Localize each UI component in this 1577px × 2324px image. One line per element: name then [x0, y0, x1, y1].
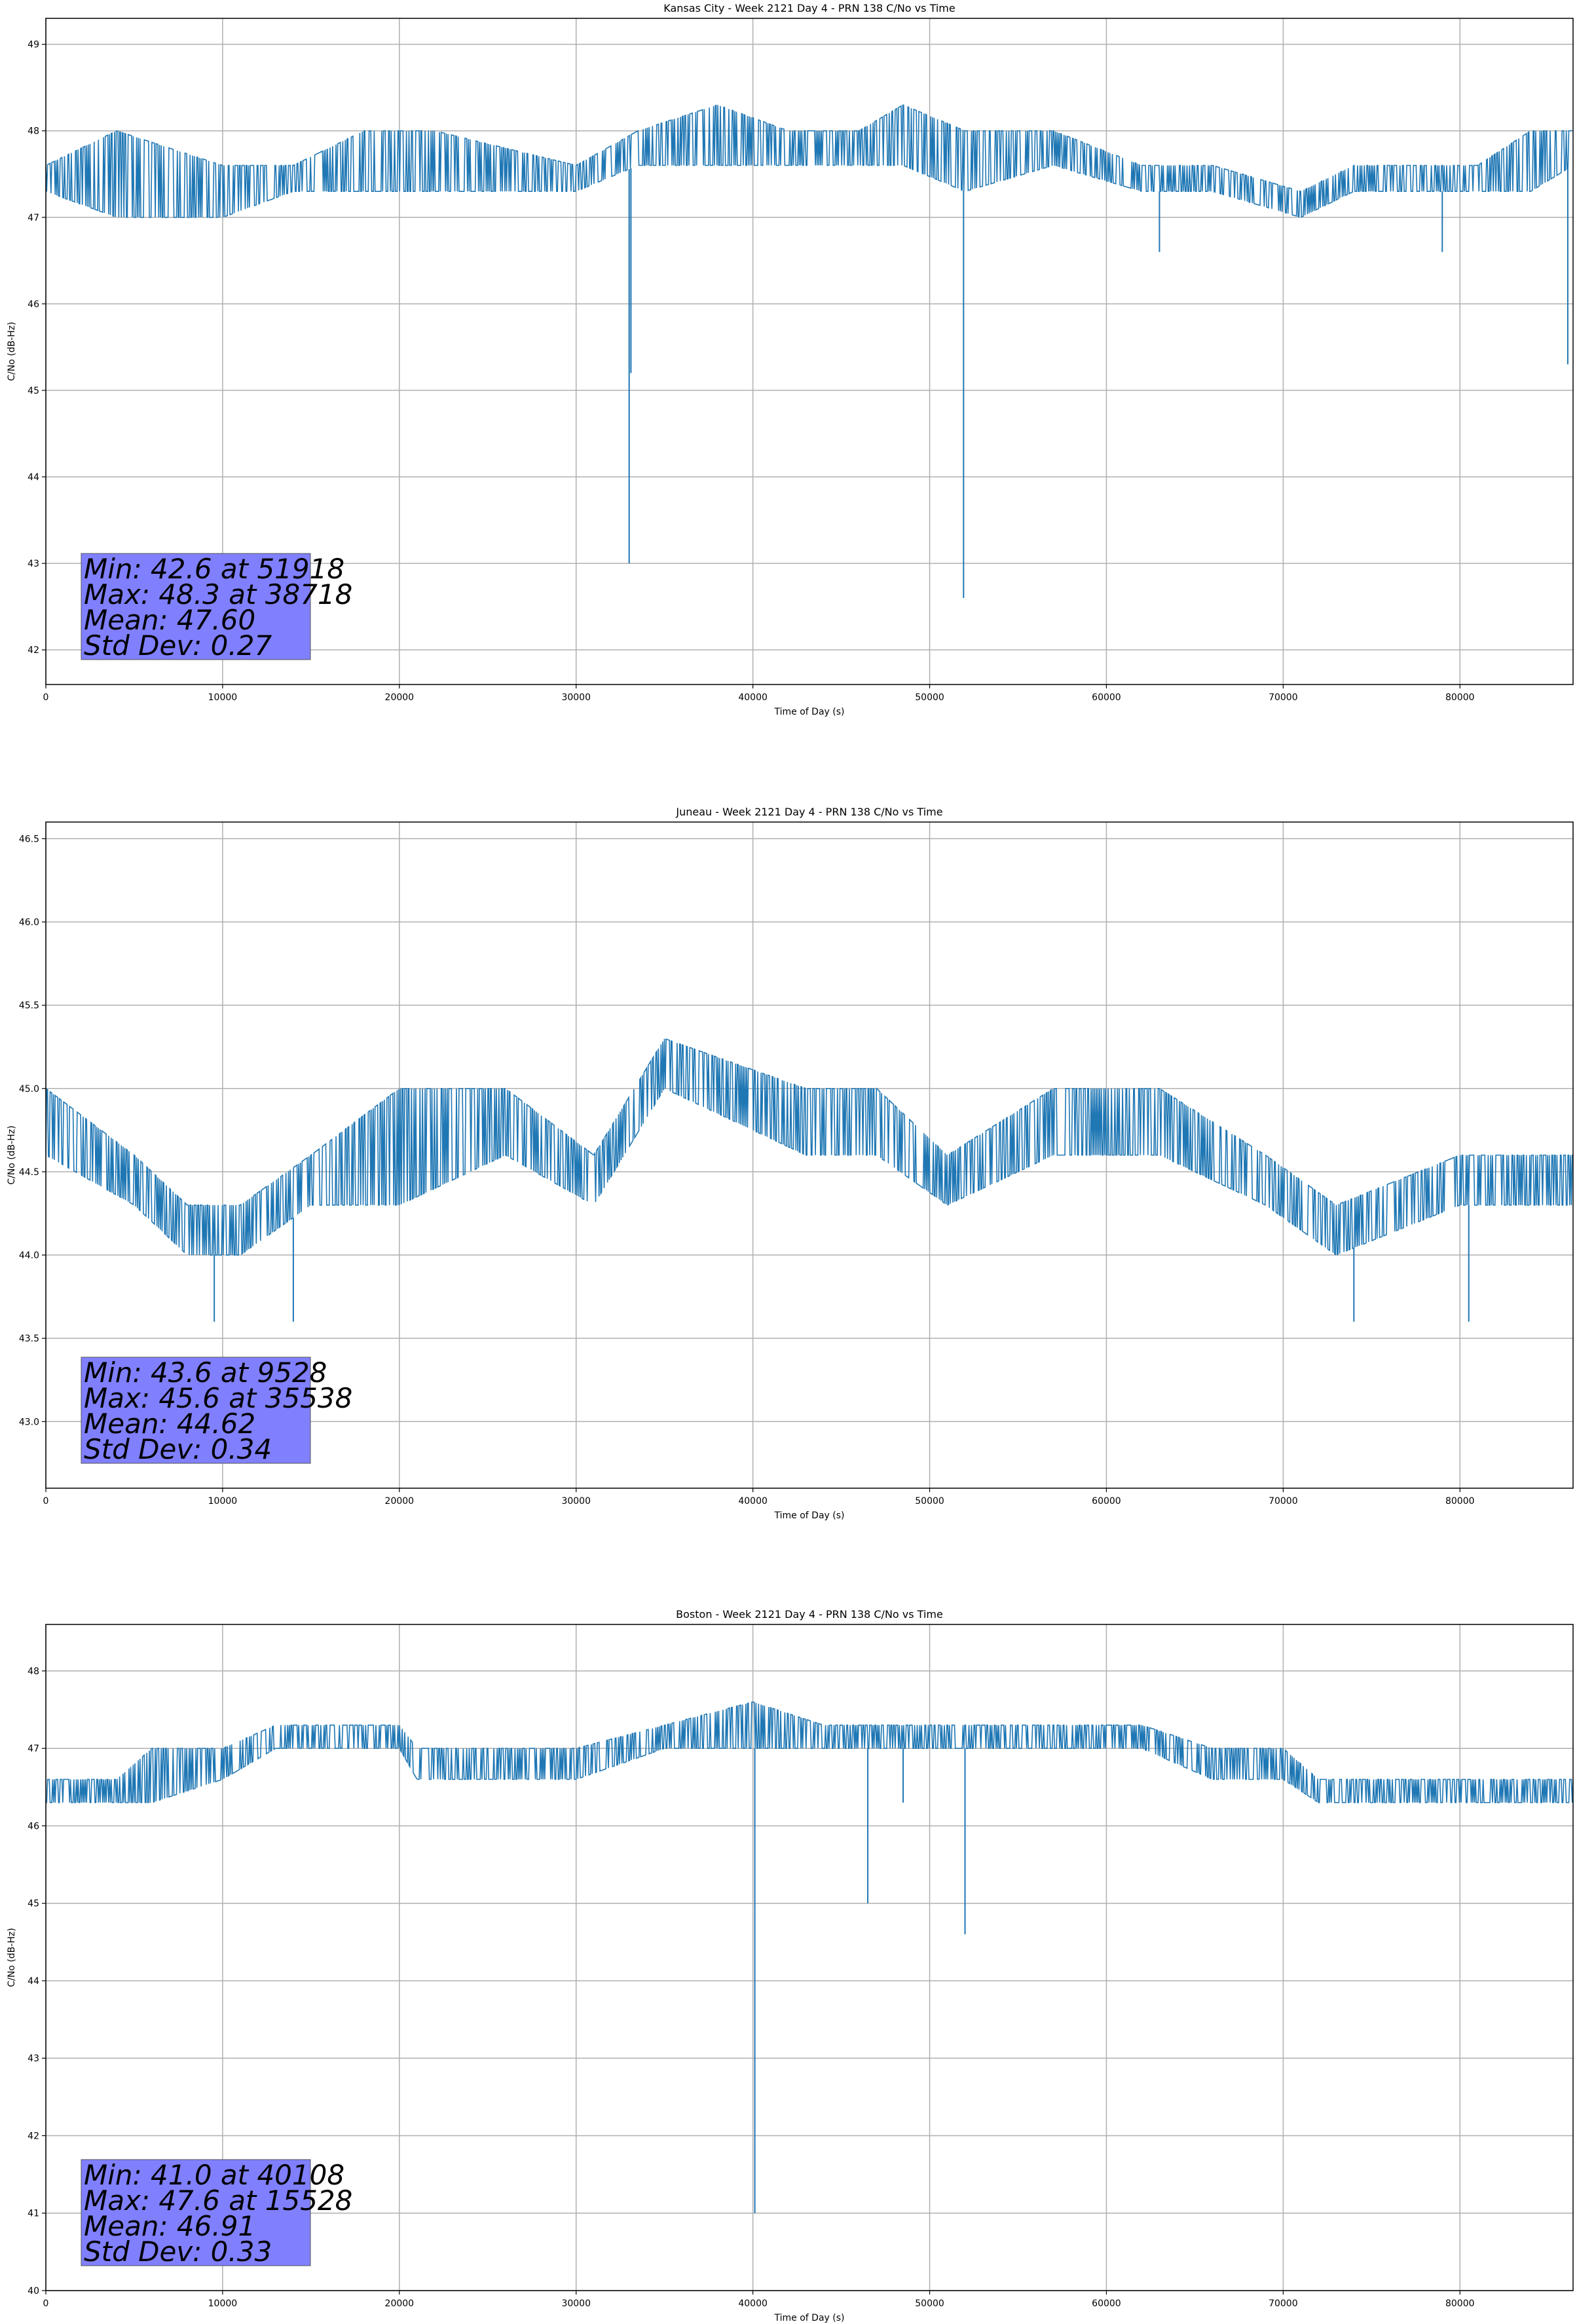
stats-max-text: Max: 48.3 at 38718: [84, 578, 352, 610]
axes-frame: [45, 18, 1574, 685]
x-tick-label: 0: [43, 692, 49, 703]
chart-title: Juneau - Week 2121 Day 4 - PRN 138 C/No …: [675, 806, 942, 818]
stats-mean-text: Mean: 44.62: [84, 1408, 255, 1440]
x-tick-label: 40000: [738, 692, 768, 703]
y-tick-label: 46.0: [19, 918, 39, 928]
y-tick-label: 44: [28, 1976, 39, 1987]
y-tick-label: 48: [28, 126, 39, 137]
axes-frame: [45, 1624, 1574, 2291]
chart-title: Boston - Week 2121 Day 4 - PRN 138 C/No …: [676, 1608, 943, 1621]
y-tick-label: 45: [28, 1899, 39, 1909]
cno-series-line: [46, 1701, 1573, 1803]
x-tick-label: 20000: [385, 692, 415, 703]
y-tick-label: 47: [28, 1744, 39, 1754]
stats-min-text: Min: 42.6 at 51918: [84, 553, 344, 585]
chart-panel-3: 0 10000 20000 30000 40000 50000 60000 70000 8000…: [7, 1608, 1574, 2323]
y-tick-label: 42: [28, 645, 39, 656]
stats-mean-text: Mean: 47.60: [84, 604, 255, 636]
x-axis-label: Time of Day (s): [774, 1510, 845, 1521]
cno-series-line: [46, 104, 1573, 218]
stats-box: [81, 2159, 311, 2266]
y-tick-label: 43.5: [19, 1334, 39, 1344]
x-tick-label: 30000: [561, 2298, 591, 2309]
chart-panel-2: 0 10000 20000 30000 40000 50000 60000 70000 8000…: [7, 806, 1574, 1521]
y-tick-label: 43.0: [19, 1417, 39, 1427]
y-axis-label: C/No (dB-Hz): [7, 322, 17, 381]
x-tick-label: 70000: [1269, 2298, 1298, 2309]
x-tick-label: 60000: [1092, 692, 1121, 703]
y-tick-label: 45.0: [19, 1084, 39, 1095]
y-tick-label: 46: [28, 1821, 39, 1831]
y-tick-label: 41: [28, 2209, 39, 2219]
y-tick-label: 43: [28, 2053, 39, 2064]
x-tick-label: 20000: [385, 1496, 415, 1507]
y-tick-label: 45.5: [19, 1001, 39, 1011]
x-tick-label: 20000: [385, 2298, 415, 2309]
y-tick-label: 44.5: [19, 1167, 39, 1178]
stats-box: [81, 1357, 311, 1464]
x-tick-label: 70000: [1269, 1496, 1298, 1507]
x-tick-label: 10000: [208, 1496, 238, 1507]
x-tick-label: 40000: [738, 1496, 768, 1507]
y-tick-label: 48: [28, 1666, 39, 1677]
y-tick-label: 46: [28, 299, 39, 310]
y-tick-label: 42: [28, 2131, 39, 2141]
y-axis-label: C/No (dB-Hz): [7, 1125, 17, 1184]
axes-frame: [45, 821, 1574, 1489]
y-tick-label: 49: [28, 40, 39, 50]
y-tick-label: 40: [28, 2286, 39, 2296]
x-tick-label: 50000: [915, 2298, 944, 2309]
x-axis-label: Time of Day (s): [774, 2313, 845, 2323]
chart-panel-1: 0 10000 20000 30000 40000 50000 60000 70000 8000…: [7, 2, 1574, 717]
x-tick-label: 50000: [915, 1496, 944, 1507]
x-tick-label: 60000: [1092, 2298, 1121, 2309]
x-tick-label: 80000: [1445, 692, 1475, 703]
stats-max-text: Max: 45.6 at 35538: [84, 1382, 352, 1414]
x-tick-label: 50000: [915, 692, 944, 703]
y-tick-label: 44.0: [19, 1250, 39, 1261]
y-tick-label: 43: [28, 559, 39, 569]
x-tick-label: 10000: [208, 692, 238, 703]
stats-max-text: Max: 47.6 at 15528: [84, 2184, 352, 2217]
stats-mean-text: Mean: 46.91: [84, 2210, 255, 2242]
x-tick-label: 60000: [1092, 1496, 1121, 1507]
x-tick-label: 0: [43, 2298, 49, 2309]
x-tick-label: 80000: [1445, 2298, 1475, 2309]
x-tick-label: 0: [43, 1496, 49, 1507]
stats-std-text: Std Dev: 0.33: [84, 2236, 272, 2268]
y-tick-label: 44: [28, 472, 39, 483]
stats-min-text: Min: 43.6 at 9528: [84, 1357, 327, 1389]
x-tick-label: 10000: [208, 2298, 238, 2309]
y-tick-label: 45: [28, 386, 39, 396]
y-axis-label: C/No (dB-Hz): [7, 1928, 17, 1987]
y-tick-label: 47: [28, 213, 39, 223]
x-tick-label: 80000: [1445, 1496, 1475, 1507]
cno-series-line: [46, 1038, 1573, 1256]
x-tick-label: 40000: [738, 2298, 768, 2309]
stats-box: [81, 553, 311, 660]
stats-std-text: Std Dev: 0.34: [84, 1433, 272, 1465]
chart-title: Kansas City - Week 2121 Day 4 - PRN 138 …: [663, 2, 955, 14]
y-tick-label: 46.5: [19, 834, 39, 844]
stats-min-text: Min: 41.0 at 40108: [84, 2159, 344, 2191]
x-tick-label: 30000: [561, 692, 591, 703]
x-tick-label: 70000: [1269, 692, 1298, 703]
x-axis-label: Time of Day (s): [774, 707, 845, 717]
x-tick-label: 30000: [561, 1496, 591, 1507]
stats-std-text: Std Dev: 0.27: [84, 629, 272, 662]
